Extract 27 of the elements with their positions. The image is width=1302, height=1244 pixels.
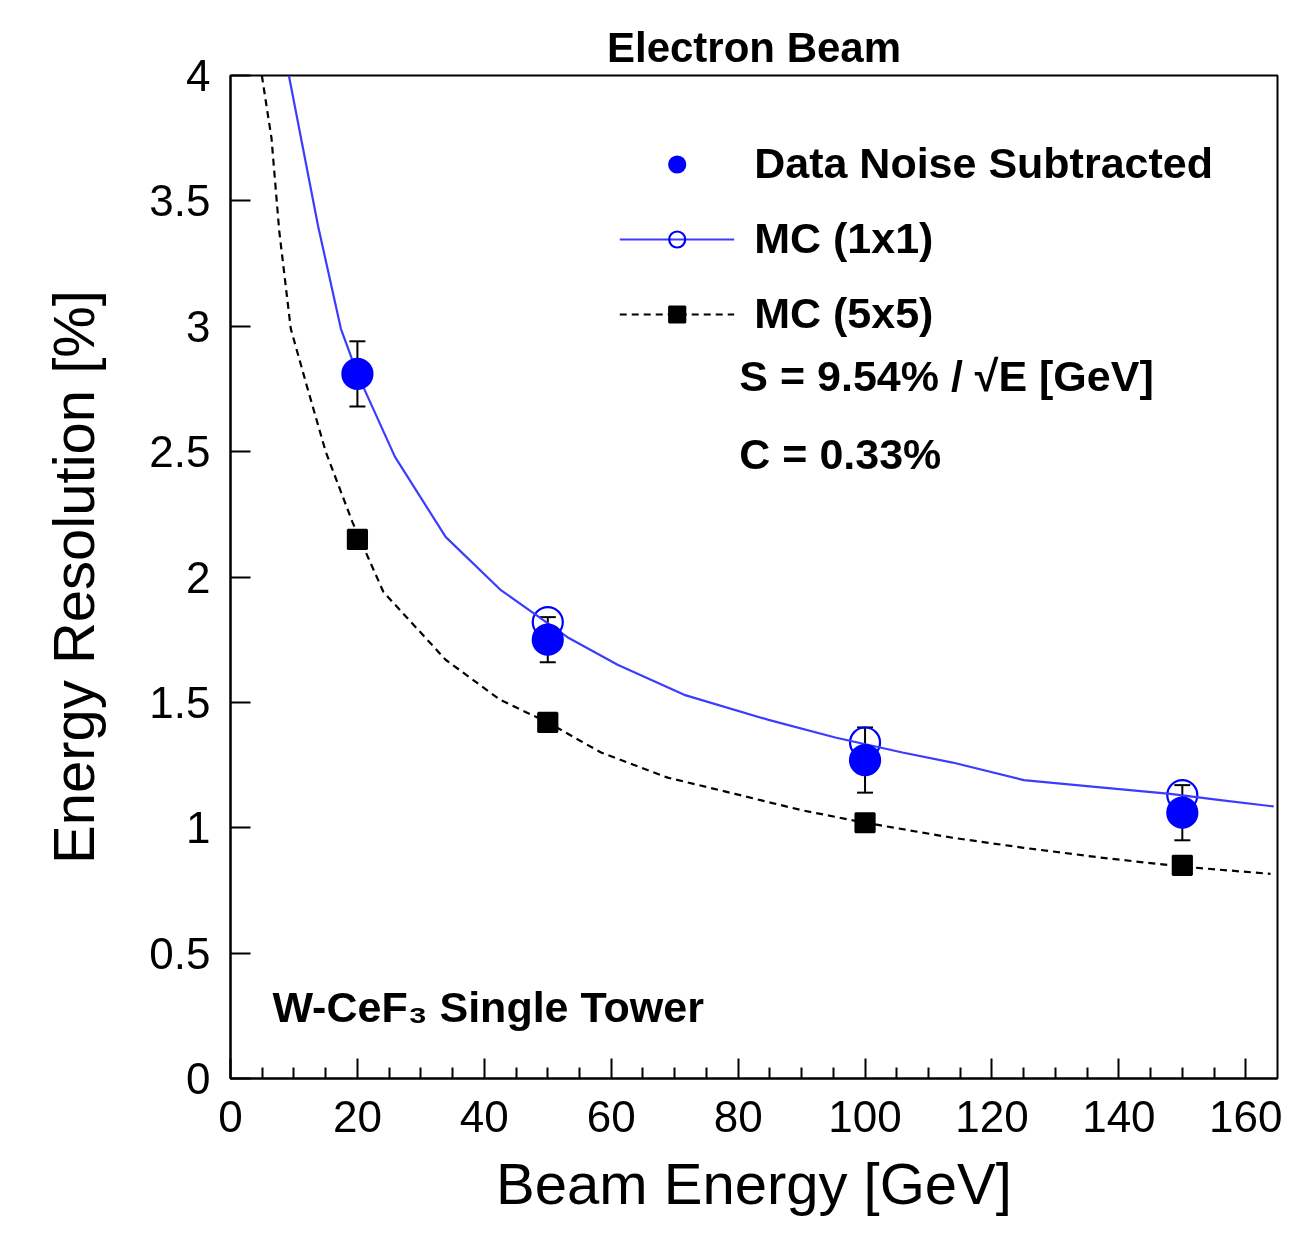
legend-label: Data Noise Subtracted (754, 139, 1213, 188)
annotation: W-CeF₃ Single Tower (272, 983, 705, 1032)
y-tick-label: 2.5 (149, 427, 211, 477)
x-axis-title: Beam Energy [GeV] (496, 1150, 1012, 1216)
y-axis-title: Energy Resolution [%] (41, 290, 107, 864)
annotation: S = 9.54% / √E [GeV] (739, 352, 1154, 401)
x-tick-label: 100 (828, 1091, 902, 1141)
legend-label: MC (1x1) (754, 214, 934, 263)
annotation: C = 0.33% (739, 429, 942, 478)
y-tick-label: 1.5 (149, 677, 211, 727)
chart-title: Electron Beam (606, 23, 902, 71)
x-tick-label: 0 (218, 1091, 243, 1141)
y-tick-label: 1 (186, 803, 211, 853)
x-tick-label: 60 (586, 1091, 636, 1141)
x-tick-label: 40 (459, 1091, 509, 1141)
x-tick-label: 80 (713, 1091, 763, 1141)
legend-label: MC (5x5) (754, 289, 934, 338)
y-tick-label: 0 (186, 1054, 211, 1103)
y-tick-label: 0.5 (149, 928, 211, 978)
x-tick-label: 20 (332, 1091, 382, 1141)
x-tick-label: 140 (1082, 1091, 1156, 1141)
y-tick-label: 4 (186, 51, 211, 100)
y-tick-label: 3 (186, 301, 211, 351)
y-tick-label: 3.5 (149, 176, 211, 226)
y-tick-label: 2 (186, 552, 211, 602)
x-tick-label: 160 (1209, 1091, 1283, 1141)
x-tick-label: 120 (955, 1091, 1029, 1141)
